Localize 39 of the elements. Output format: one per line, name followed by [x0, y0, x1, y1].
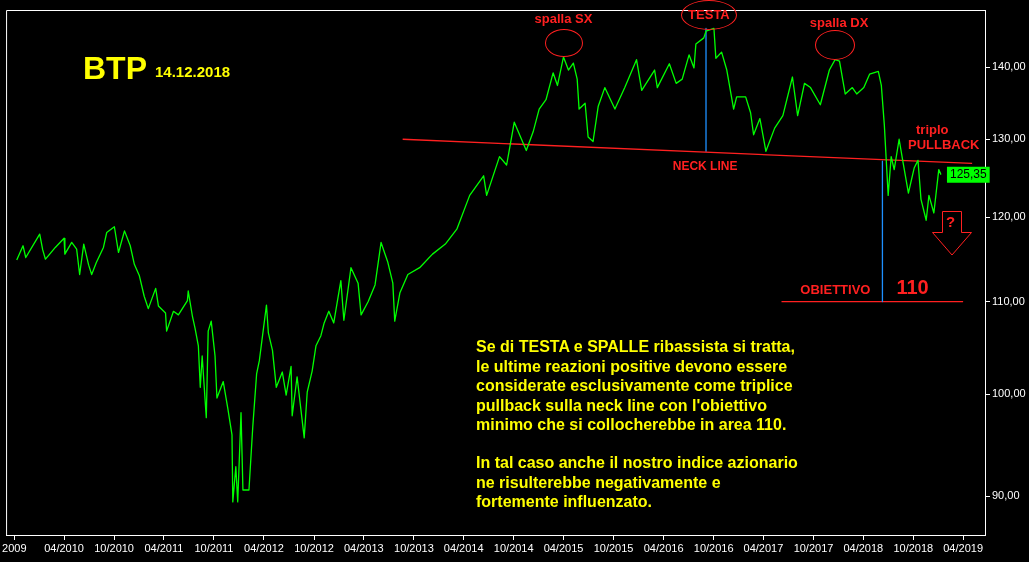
annotation: spalla DX: [809, 15, 869, 31]
y-tick-label: 110,00: [992, 294, 1025, 307]
text: 14.12.2018: [155, 63, 231, 80]
x-tick-label: 04/2016: [643, 541, 684, 554]
x-tick-label: 10/2016: [693, 541, 734, 554]
x-tick-label: 10/2018: [893, 541, 934, 554]
annotation: 110: [896, 276, 929, 299]
annotation: OBIETTIVO: [800, 282, 871, 298]
x-tick-label: 10/2011: [194, 541, 234, 554]
y-tick-label: 90,00: [992, 489, 1020, 502]
x-tick-label: 04/2011: [144, 541, 184, 554]
annotation: ?: [946, 213, 956, 230]
annotation: triplo PULLBACK: [907, 121, 981, 152]
annotation: In tal caso anche il nostro indice azionario ne risulterebbe negativamente e fortemente influenzato.: [476, 453, 799, 512]
x-tick-label: 04/2018: [843, 541, 884, 554]
y-tick-label: 120,00: [992, 210, 1026, 223]
x-tick-label: 04/2012: [244, 541, 284, 554]
x-tick-label: 04/2019: [943, 541, 983, 554]
x-tick-label: 10/2012: [294, 541, 334, 554]
y-tick-label: 140,00: [992, 60, 1026, 73]
y-tick-label: 130,00: [992, 132, 1026, 145]
y-tick-label: 100,00: [992, 387, 1026, 400]
x-tick-label: 04/2015: [543, 541, 584, 554]
annotation: Se di TESTA e SPALLE ribassista si tratta, le ultime reazioni positive devono essere considerate esclusivamente come triplice pullback sulla neck line con l'obiettivo minimo che si collocherebbe in area 110.: [476, 337, 796, 435]
x-tick-label: 04/2017: [743, 541, 784, 554]
data-label: 125,35: [949, 166, 987, 181]
x-tick-label: 10/2010: [94, 541, 134, 554]
x-tick-label: 10/2013: [394, 541, 434, 554]
x-tick-label: 04/2013: [343, 541, 384, 554]
annotation: TESTA: [688, 7, 731, 23]
annotation: spalla SX: [534, 11, 593, 27]
x-tick-label: 10/2014: [493, 541, 534, 554]
annotation: NECK LINE: [672, 159, 738, 174]
x-tick-label: 10/2017: [793, 541, 834, 554]
x-tick-label: 04/2010: [44, 541, 84, 554]
x-tick-label: 2009: [2, 541, 27, 554]
x-tick-label: 04/2014: [443, 541, 484, 554]
x-tick-label: 10/2015: [593, 541, 634, 554]
text: BTP: [83, 50, 147, 87]
